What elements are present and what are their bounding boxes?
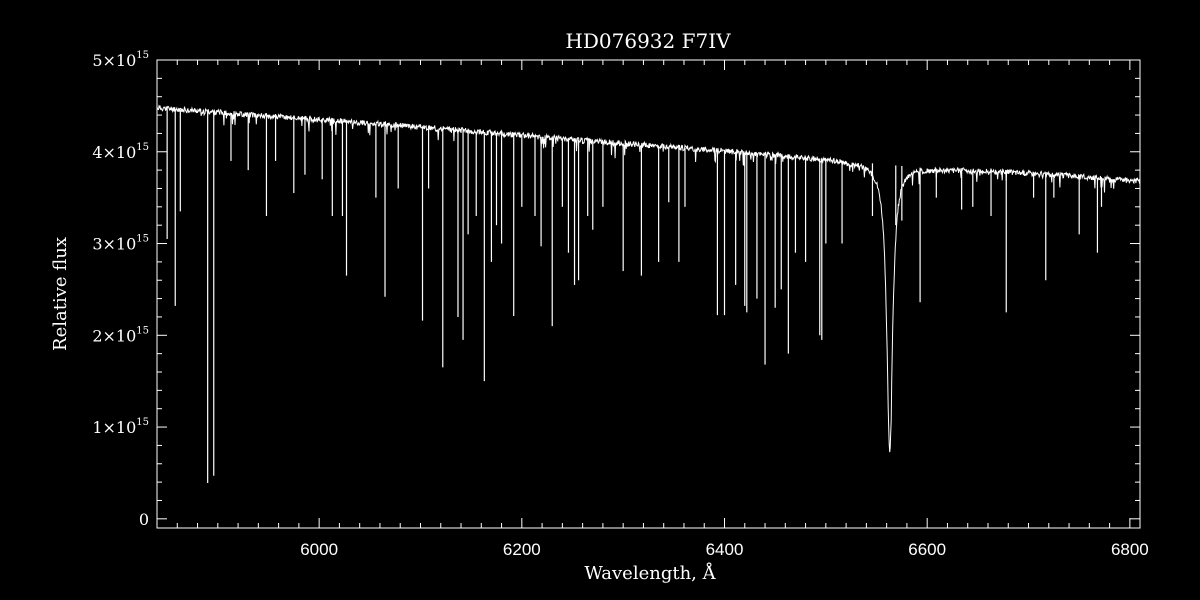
y-tick-label: 5×1015 <box>92 50 149 70</box>
x-tick-label: 6400 <box>706 540 744 559</box>
x-tick-label: 6800 <box>1111 540 1149 559</box>
y-tick-label: 4×1015 <box>92 142 149 162</box>
x-axis-title: Wavelength, Å <box>584 562 716 584</box>
x-tick-labels: 6000 6200 6400 6600 6800 <box>300 540 1149 559</box>
plot-axes <box>156 59 1141 529</box>
y-tick-label: 2×1015 <box>92 325 149 345</box>
y-axis-title: Relative flux <box>50 237 71 351</box>
y-tick-labels: 0 1×1015 2×1015 3×1015 4×1015 5×1015 <box>92 50 149 529</box>
spectrum-line <box>156 104 1141 453</box>
y-tick-label: 0 <box>139 510 149 529</box>
plot-frame <box>156 59 1141 529</box>
chart-title: HD076932 F7IV <box>565 29 731 53</box>
spectrum-series <box>156 104 1141 484</box>
x-tick-label: 6600 <box>908 540 946 559</box>
x-tick-label: 6200 <box>503 540 541 559</box>
y-tick-label: 3×1015 <box>92 234 149 254</box>
y-tick-label: 1×1015 <box>92 417 149 437</box>
x-tick-label: 6000 <box>300 540 338 559</box>
